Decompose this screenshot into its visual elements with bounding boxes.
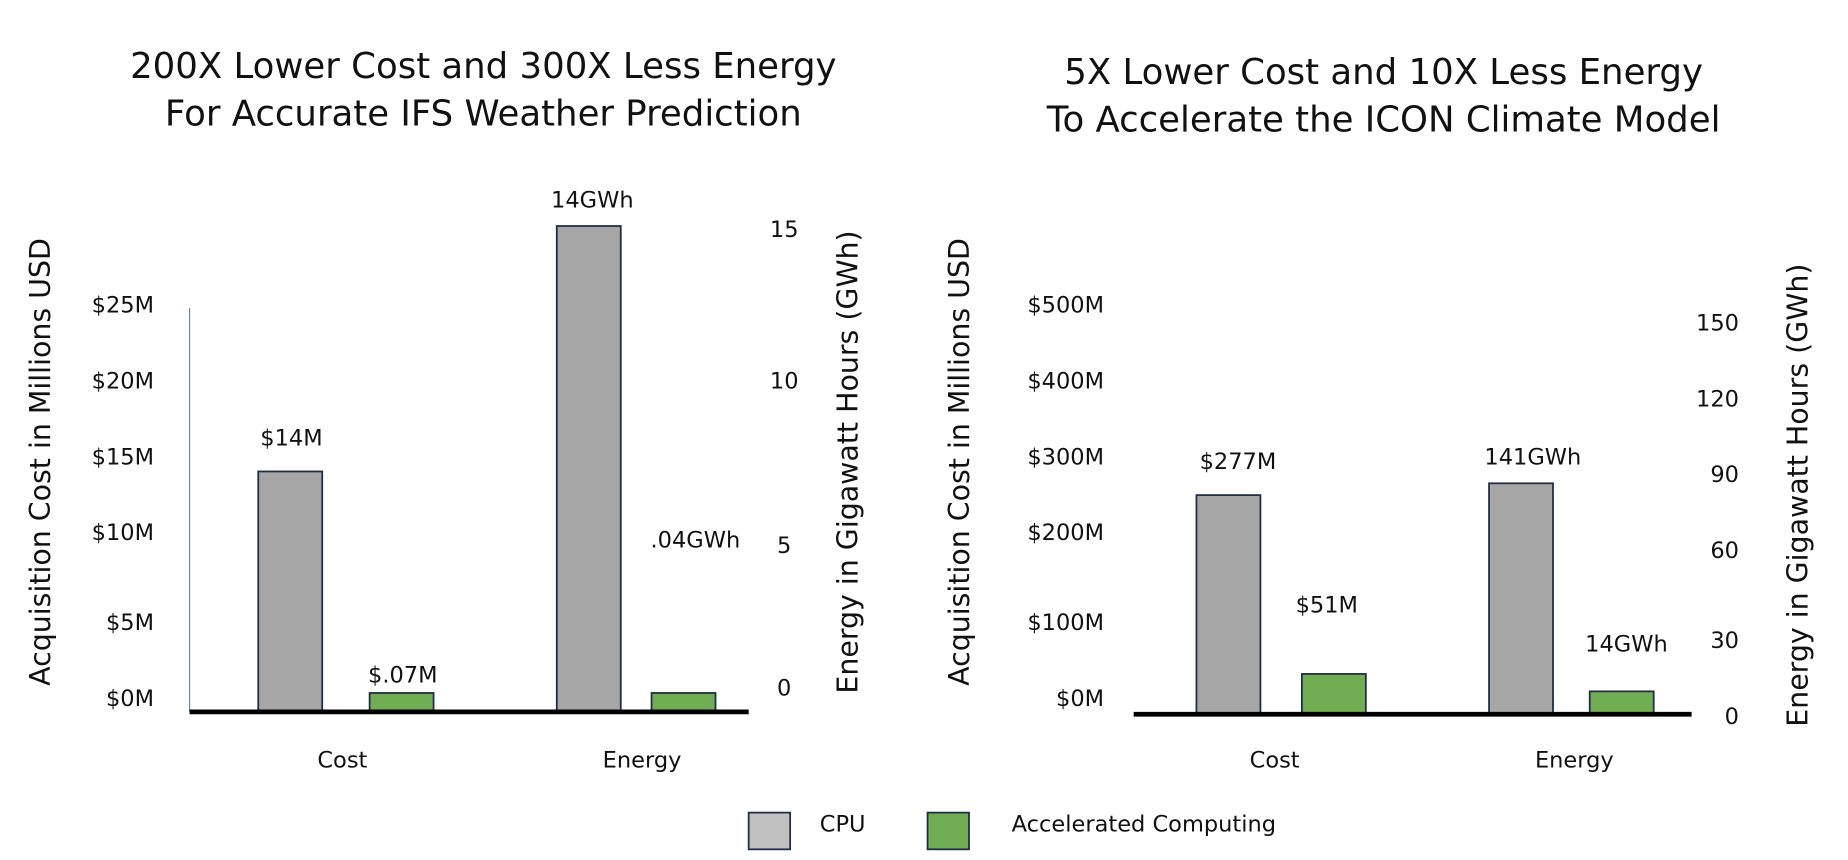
chart2-data-label: $277M <box>1200 449 1277 475</box>
chart2-left-tick-label: $200M <box>1027 520 1104 546</box>
chart2-bar-cpu-cost <box>1195 494 1262 716</box>
chart2-title-line: To Accelerate the ICON Climate Model <box>1046 99 1721 140</box>
chart1-y-axis-label-right: Energy in Gigawatt Hours (GWh) <box>832 230 865 693</box>
chart2-right-tick-label: 120 <box>1696 386 1739 412</box>
chart1-data-label: $.07M <box>368 662 438 688</box>
legend: CPU Accelerated Computing <box>747 811 1276 851</box>
chart1-y-axis-label-left: Acquisition Cost in Millions USD <box>24 238 57 686</box>
chart2-bar-accelerated-cost <box>1300 673 1367 716</box>
chart2-left-tick-label: $300M <box>1027 444 1104 470</box>
chart1-category-label: Cost <box>317 748 367 774</box>
chart1-right-tick-label: 5 <box>777 533 791 559</box>
chart1-left-tick-label: $5M <box>106 610 154 636</box>
legend-swatch-accelerated <box>926 811 970 851</box>
chart2-bar-cpu-energy <box>1488 482 1554 716</box>
chart2-right-tick-label: 60 <box>1710 538 1739 564</box>
chart2-y-axis-label-left: Acquisition Cost in Millions USD <box>943 238 976 686</box>
chart2-right-tick-label: 0 <box>1725 704 1739 730</box>
chart2-right-tick-label: 90 <box>1710 462 1739 488</box>
legend-label-cpu: CPU <box>820 812 866 838</box>
chart1-bar-accelerated-energy <box>650 692 717 713</box>
chart2-left-tick-label: $400M <box>1027 369 1104 395</box>
chart1-left-tick-label: $20M <box>92 369 154 395</box>
chart1-right-tick-label: 10 <box>770 369 799 395</box>
legend-swatch-cpu <box>747 811 792 851</box>
chart2-category-label: Energy <box>1535 748 1614 774</box>
chart1-left-tick-label: $10M <box>92 520 154 546</box>
chart2-left-tick-label: $100M <box>1027 610 1104 636</box>
chart1-right-tick-label: 0 <box>777 675 791 701</box>
chart2-bar-accelerated-energy <box>1588 690 1655 716</box>
chart1-left-tick-label: $25M <box>92 293 154 319</box>
chart2-data-label: 141GWh <box>1484 444 1581 470</box>
chart2-data-label: 14GWh <box>1585 632 1668 658</box>
chart2-data-label: $51M <box>1296 592 1358 618</box>
chart2-left-tick-label: $0M <box>1056 686 1104 712</box>
chart1-data-label: $14M <box>260 425 322 451</box>
chart1-data-label: 14GWh <box>551 187 634 213</box>
chart1-right-tick-label: 15 <box>770 217 799 243</box>
chart1-left-tick-label: $15M <box>92 444 154 470</box>
chart2-right-tick-label: 150 <box>1696 310 1739 336</box>
chart1-left-tick-label: $0M <box>106 686 154 712</box>
chart2-category-label: Cost <box>1250 748 1300 774</box>
chart2-title-line: 5X Lower Cost and 10X Less Energy <box>1064 52 1703 93</box>
chart2-left-tick-label: $500M <box>1027 293 1104 319</box>
chart1-bar-cpu-cost <box>257 470 324 713</box>
legend-label-accelerated: Accelerated Computing <box>1012 812 1276 838</box>
chart1-title-line: For Accurate IFS Weather Prediction <box>165 94 802 135</box>
chart2-right-tick-label: 30 <box>1710 628 1739 654</box>
chart2-y-axis-label-right: Energy in Gigawatt Hours (GWh) <box>1782 264 1815 727</box>
chart1-bar-cpu-energy <box>555 225 622 713</box>
chart1-title-line: 200X Lower Cost and 300X Less Energy <box>130 46 837 87</box>
chart1-category-label: Energy <box>603 748 682 774</box>
chart1-data-label: .04GWh <box>651 527 741 553</box>
chart1-bar-accelerated-cost <box>368 692 435 713</box>
